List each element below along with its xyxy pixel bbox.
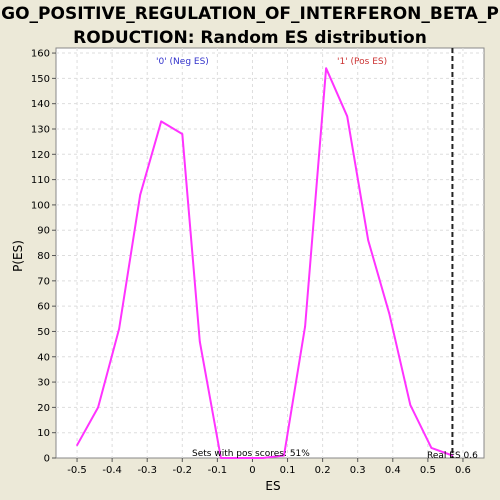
series-point: [139, 193, 141, 196]
y-tick-label: 90: [37, 226, 50, 237]
neg-es-label: '0' (Neg ES): [156, 57, 209, 67]
series-point: [97, 406, 99, 409]
x-tick-label: -0.2: [173, 465, 193, 476]
series-point: [76, 444, 78, 447]
y-tick-label: 50: [37, 327, 50, 338]
x-tick-label: -0.5: [67, 465, 87, 476]
series-point: [304, 325, 306, 328]
x-axis-label: ES: [265, 479, 280, 493]
x-tick-label: -0.4: [102, 465, 122, 476]
y-tick-label: 70: [37, 276, 50, 287]
series-point: [220, 457, 222, 459]
y-tick-label: 130: [31, 124, 50, 135]
series-point: [388, 312, 391, 315]
series-point: [118, 328, 120, 330]
series-point: [262, 457, 264, 459]
y-tick-label: 110: [31, 175, 50, 186]
series-point: [283, 454, 285, 457]
x-tick-label: -0.3: [137, 465, 157, 476]
plot-area: [55, 47, 485, 459]
y-tick-label: 100: [31, 200, 50, 211]
x-tick-label: 0.2: [315, 465, 331, 476]
y-tick-label: 30: [37, 378, 50, 389]
series-point: [430, 447, 433, 449]
y-tick-label: 80: [37, 251, 50, 262]
y-axis-label: P(ES): [11, 240, 25, 272]
x-tick-label: 0.3: [350, 465, 366, 476]
real-es-label: Real ES 0.6: [427, 451, 478, 461]
chart-title-line-2: RODUCTION: Random ES distribution: [73, 28, 427, 48]
series-point: [199, 340, 201, 343]
pos-es-label: '1' (Pos ES): [337, 57, 387, 67]
chart-title-line-1: GO_POSITIVE_REGULATION_OF_INTERFERON_BET…: [1, 4, 499, 24]
x-tick-label: -0.1: [208, 465, 228, 476]
series-point: [451, 454, 454, 457]
y-tick-label: 140: [31, 99, 50, 110]
y-tick-label: 20: [37, 403, 50, 414]
x-axis-ticks: -0.5 -0.4 -0.3 -0.2 -0.1 0 0.1 0.2 0.3 0.4 0.5 0.6: [67, 458, 471, 476]
x-tick-label: 0.6: [455, 465, 471, 476]
series-point: [409, 404, 412, 406]
series-group: [76, 67, 454, 459]
series-point: [160, 120, 163, 123]
series-point: [346, 115, 348, 118]
series-point: [181, 133, 184, 135]
y-axis-ticks: 0 10 20 30 40 50 60 70 80 90 100 110 120 130 140 150 160: [31, 49, 56, 465]
chart-title: GO_POSITIVE_REGULATION_OF_INTERFERON_BET…: [0, 2, 500, 50]
y-tick-label: 150: [31, 74, 50, 85]
series-point: [325, 67, 327, 70]
x-tick-label: 0.1: [280, 465, 296, 476]
x-tick-label: 0: [249, 465, 255, 476]
sets-pos-scores-label: Sets with pos scores: 51%: [192, 449, 310, 459]
series-point: [367, 239, 370, 242]
x-tick-label: 0.4: [385, 465, 401, 476]
series-point: [241, 457, 243, 459]
x-tick-label: 0.5: [420, 465, 436, 476]
y-tick-label: 60: [37, 302, 50, 313]
y-tick-label: 160: [31, 49, 50, 60]
y-tick-label: 40: [37, 352, 50, 363]
y-tick-label: 10: [37, 428, 50, 439]
y-tick-label: 120: [31, 150, 50, 161]
y-tick-label: 0: [44, 454, 50, 465]
